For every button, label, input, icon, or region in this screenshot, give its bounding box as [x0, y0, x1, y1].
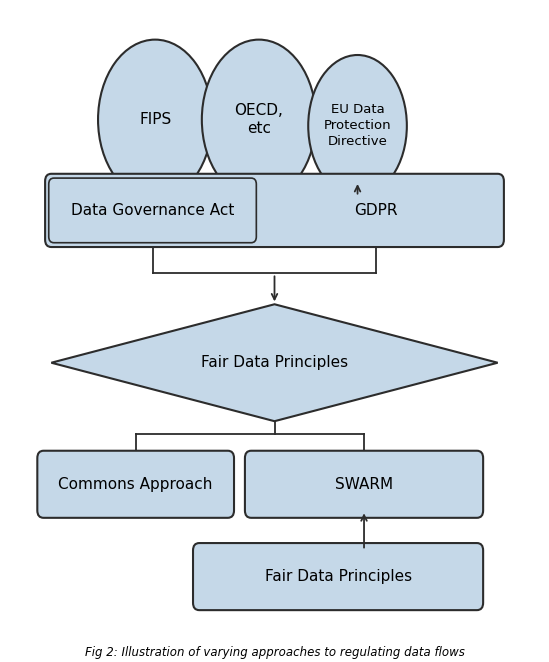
- Text: Data Governance Act: Data Governance Act: [71, 203, 234, 218]
- FancyBboxPatch shape: [49, 178, 256, 243]
- FancyBboxPatch shape: [45, 174, 504, 247]
- Text: OECD,
etc: OECD, etc: [234, 103, 283, 136]
- Ellipse shape: [202, 40, 316, 200]
- Ellipse shape: [308, 55, 407, 197]
- Polygon shape: [51, 305, 498, 421]
- Text: Fair Data Principles: Fair Data Principles: [265, 569, 412, 584]
- Ellipse shape: [98, 40, 212, 200]
- FancyBboxPatch shape: [245, 451, 483, 518]
- Text: GDPR: GDPR: [354, 203, 397, 218]
- Text: EU Data
Protection
Directive: EU Data Protection Directive: [324, 103, 391, 148]
- Text: Fair Data Principles: Fair Data Principles: [201, 355, 348, 370]
- FancyBboxPatch shape: [37, 451, 234, 518]
- Text: Fig 2: Illustration of varying approaches to regulating data flows: Fig 2: Illustration of varying approache…: [85, 645, 464, 659]
- Text: Commons Approach: Commons Approach: [59, 477, 213, 492]
- FancyBboxPatch shape: [193, 543, 483, 610]
- Text: FIPS: FIPS: [139, 112, 171, 127]
- Text: SWARM: SWARM: [335, 477, 393, 492]
